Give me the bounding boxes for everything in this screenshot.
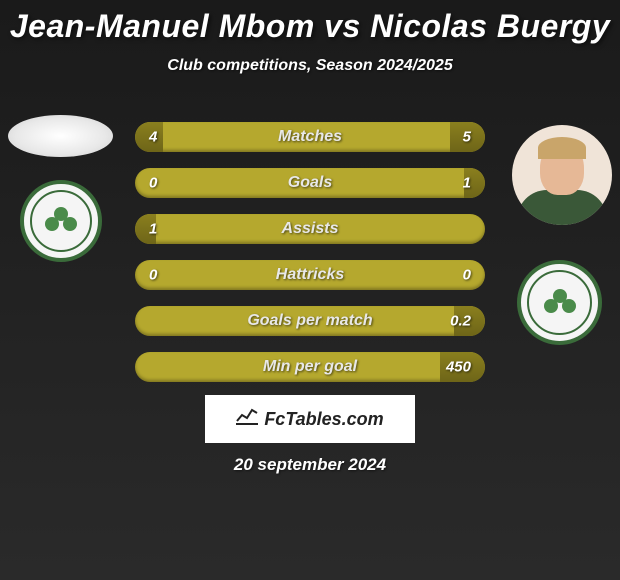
stat-bar: 1 Assists [135, 214, 485, 244]
stat-label: Hattricks [276, 266, 344, 284]
stat-value-right: 5 [463, 129, 471, 146]
stat-label: Goals per match [247, 312, 372, 330]
stat-label: Matches [278, 128, 342, 146]
comparison-title: Jean-Manuel Mbom vs Nicolas Buergy [0, 0, 620, 45]
stat-bar: 4 Matches 5 [135, 122, 485, 152]
stat-value-right: 450 [446, 359, 471, 376]
source-badge: FcTables.com [205, 395, 415, 443]
stat-value-left: 0 [149, 267, 157, 284]
stat-label: Assists [282, 220, 339, 238]
player-left-club-badge [20, 180, 102, 262]
stat-label: Goals [288, 174, 332, 192]
stat-value-left: 4 [149, 129, 157, 146]
stat-value-right: 0.2 [450, 313, 471, 330]
stats-bars: 4 Matches 5 0 Goals 1 1 Assists 0 Hattricks 0 Goals… [135, 122, 485, 398]
stat-value-right: 1 [463, 175, 471, 192]
player-right-club-badge [517, 260, 602, 345]
source-text: FcTables.com [264, 409, 383, 430]
stat-bar: 0 Goals 1 [135, 168, 485, 198]
stat-value-left: 1 [149, 221, 157, 238]
player-left-avatar [8, 115, 113, 157]
stat-bar: 0 Hattricks 0 [135, 260, 485, 290]
stat-value-right: 0 [463, 267, 471, 284]
stat-bar: Goals per match 0.2 [135, 306, 485, 336]
snapshot-date: 20 september 2024 [234, 455, 386, 475]
stat-label: Min per goal [263, 358, 357, 376]
chart-icon [236, 407, 258, 431]
comparison-subtitle: Club competitions, Season 2024/2025 [0, 57, 620, 75]
stat-bar: Min per goal 450 [135, 352, 485, 382]
stat-value-left: 0 [149, 175, 157, 192]
player-right-avatar [512, 125, 612, 225]
